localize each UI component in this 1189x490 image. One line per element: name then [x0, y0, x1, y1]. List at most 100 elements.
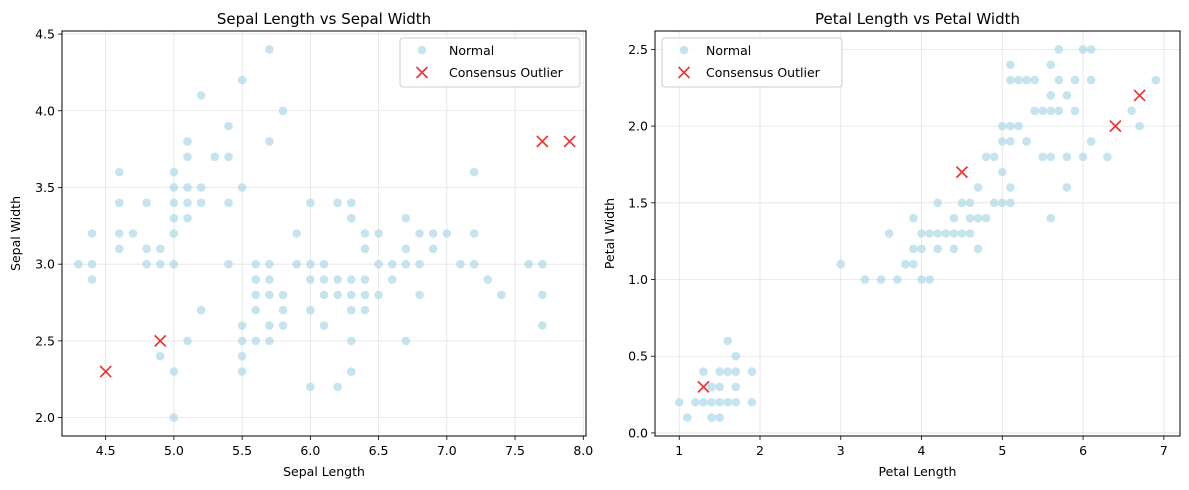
data-point [973, 213, 983, 223]
data-point [469, 259, 479, 269]
x-tick-label: 3 [837, 443, 845, 458]
plot-frame [654, 30, 1181, 437]
data-point [723, 336, 732, 346]
data-point [965, 229, 975, 238]
data-point [1054, 106, 1064, 116]
data-point [251, 336, 261, 346]
data-point [998, 137, 1007, 146]
data-point [196, 198, 206, 208]
data-point [278, 321, 288, 330]
data-point [251, 275, 261, 284]
data-point [715, 382, 724, 392]
legend-normal-marker [679, 45, 689, 55]
data-point [155, 259, 165, 269]
data-point [210, 152, 220, 162]
data-point [265, 275, 274, 284]
y-tick-label: 1.0 [628, 272, 648, 287]
data-point [278, 290, 288, 300]
data-point [1038, 152, 1047, 162]
data-point [196, 91, 206, 100]
data-point [469, 167, 479, 177]
plot-marks [74, 45, 576, 422]
data-point [306, 382, 315, 392]
data-point [1086, 45, 1096, 54]
data-point [998, 198, 1007, 208]
data-point [346, 290, 356, 300]
data-point [387, 259, 397, 269]
data-point [428, 244, 438, 254]
data-point [251, 259, 261, 269]
data-point [333, 275, 342, 284]
data-point [1078, 45, 1088, 54]
data-point [925, 229, 934, 238]
y-tick-label: 2.5 [628, 42, 648, 57]
data-point [925, 275, 934, 284]
x-tick-label: 7 [1160, 443, 1168, 458]
data-point [1046, 106, 1056, 116]
data-point [1046, 152, 1056, 162]
x-tick-label: 5.5 [232, 443, 252, 458]
data-point [1046, 60, 1056, 70]
data-point [224, 121, 233, 131]
chart-title: Sepal Length vs Sepal Width [217, 10, 431, 28]
data-point [901, 259, 910, 269]
data-point [115, 198, 124, 208]
legend: Normal Consensus Outlier [661, 37, 843, 88]
data-point [1070, 75, 1080, 85]
data-point [360, 275, 370, 284]
data-point [265, 45, 274, 54]
data-point [909, 213, 918, 223]
tick-labels: 4.5 5.0 5.5 6.0 6.5 7.0 7.5 8.0 2.0 2.5 3.0 3.5 4.0 4… [35, 27, 593, 458]
data-point [237, 75, 247, 85]
data-point [715, 413, 724, 422]
data-point [731, 382, 741, 392]
x-tick-label: 6.0 [300, 443, 320, 458]
data-point [196, 305, 206, 315]
data-point [1006, 121, 1015, 131]
data-point [346, 275, 356, 284]
outlier-point [536, 135, 549, 148]
x-tick-label: 8.0 [573, 443, 593, 458]
x-tick-label: 4 [918, 443, 926, 458]
data-point [949, 229, 959, 238]
x-tick-label: 6.5 [369, 443, 389, 458]
data-point [169, 183, 179, 192]
data-point [1030, 106, 1039, 116]
legend-outlier-marker [677, 66, 691, 79]
x-axis-label: Petal Length [879, 464, 957, 479]
data-point [707, 382, 716, 392]
data-point [909, 259, 918, 269]
legend-normal-label: Normal [449, 43, 494, 58]
data-point [957, 229, 967, 238]
x-tick-label: 2 [756, 443, 764, 458]
data-point [731, 367, 741, 376]
data-point [933, 229, 942, 238]
legend-outlier-marker [415, 66, 429, 79]
data-point [319, 259, 329, 269]
data-point [374, 229, 383, 238]
data-point [998, 121, 1007, 131]
x-tick-label: 4.5 [96, 443, 116, 458]
data-point [360, 229, 370, 238]
data-point [87, 275, 97, 284]
data-point [183, 183, 192, 192]
data-point [415, 229, 424, 238]
data-point [747, 367, 757, 376]
data-point [691, 397, 700, 407]
data-point [237, 336, 247, 346]
data-point [74, 259, 83, 269]
data-point [715, 397, 724, 407]
y-axis-label: Sepal Width [8, 196, 23, 271]
data-point [723, 367, 732, 376]
data-point [1038, 106, 1047, 116]
data-point [893, 275, 902, 284]
data-point [456, 259, 465, 269]
data-point [1054, 75, 1064, 85]
data-point [949, 213, 959, 223]
data-point [731, 397, 741, 407]
data-point [306, 305, 315, 315]
data-point [973, 244, 983, 254]
data-point [715, 367, 724, 376]
data-point [401, 213, 411, 223]
data-point [224, 198, 233, 208]
